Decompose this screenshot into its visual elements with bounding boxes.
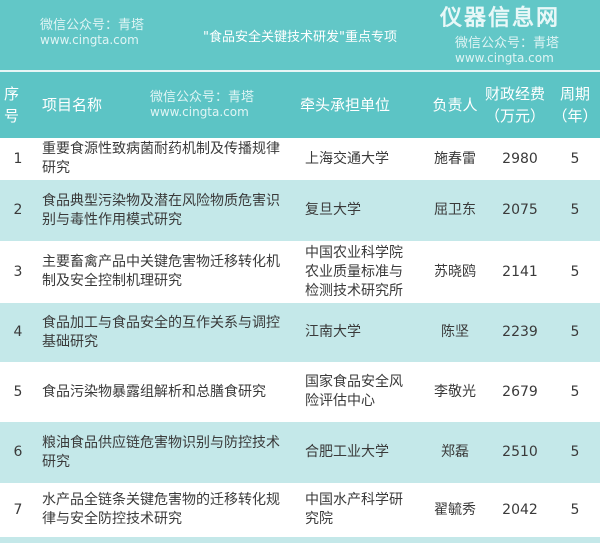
- funds: 2510: [502, 444, 538, 460]
- site-logo: 仪器信息网: [440, 6, 561, 31]
- row-no: 3: [13, 263, 23, 280]
- period: 5: [570, 383, 580, 400]
- leader-name: 屈卫东: [434, 202, 476, 218]
- funds: 2141: [502, 263, 538, 280]
- row-no: 2: [13, 202, 23, 218]
- funds: 2042: [502, 501, 538, 518]
- header-leader: 负责人: [432, 96, 478, 114]
- period: 5: [570, 263, 580, 280]
- row-no: 5: [13, 383, 23, 400]
- header-funds: 财政经费（万元）: [484, 85, 545, 125]
- project-name: 水产品全链条关键危害物的迁移转化规律与安全防控技术研究: [42, 492, 280, 527]
- project-name: 食品典型污染物及潜在风险物质危害识别与毒性作用模式研究: [42, 192, 280, 228]
- table-row: 5 食品污染物暴露组解析和总膳食研究 国家食品安全风险评估中心 李敬光 2679 5: [0, 362, 600, 422]
- project-name: 食品污染物暴露组解析和总膳食研究: [42, 383, 266, 400]
- table-bottom-bar: [0, 537, 600, 543]
- lead-unit: 中国水产科学研究院: [305, 492, 403, 527]
- funds: 2239: [502, 324, 538, 340]
- row-no: 4: [13, 324, 23, 340]
- row-no: 6: [13, 444, 23, 460]
- header-name: 项目名称: [42, 96, 103, 114]
- row-no: 1: [13, 150, 23, 167]
- header-row: 序号 项目名称 牵头承担单位 负责人 财政经费（万元） 周期（年）: [0, 72, 600, 138]
- project-name: 重要食源性致病菌耐药机制及传播规律研究: [42, 141, 280, 176]
- period: 5: [570, 202, 580, 218]
- table-row: 6 粮油食品供应链危害物识别与防控技术研究 合肥工业大学 郑磊 2510 5: [0, 422, 600, 483]
- period: 5: [570, 150, 580, 167]
- header-no: 序号: [4, 85, 20, 125]
- lead-unit: 上海交通大学: [305, 150, 389, 167]
- period: 5: [570, 501, 580, 518]
- table-row: 7 水产品全链条关键危害物的迁移转化规律与安全防控技术研究 中国水产科学研究院 翟毓秀…: [0, 483, 600, 537]
- period: 5: [570, 444, 580, 460]
- leader-name: 翟毓秀: [434, 501, 476, 518]
- lead-unit: 合肥工业大学: [305, 444, 389, 460]
- header-unit: 牵头承担单位: [300, 96, 391, 114]
- leader-name: 李敬光: [434, 383, 476, 400]
- leader-name: 施春雷: [434, 150, 476, 167]
- header-period: 周期（年）: [552, 85, 598, 125]
- lead-unit: 国家食品安全风险评估中心: [305, 374, 403, 409]
- lead-unit: 复旦大学: [305, 202, 361, 218]
- row-no: 7: [13, 501, 23, 518]
- funds: 2679: [502, 383, 538, 400]
- project-name: 粮油食品供应链危害物识别与防控技术研究: [42, 434, 280, 470]
- funds: 2980: [502, 150, 538, 167]
- funds: 2075: [502, 202, 538, 218]
- lead-unit: 中国农业科学院农业质量标准与检测技术研究所: [305, 244, 403, 299]
- divider: [0, 70, 600, 72]
- leader-name: 苏晓鸥: [434, 263, 476, 280]
- leader-name: 郑磊: [441, 444, 469, 460]
- title-bar: [0, 0, 600, 70]
- project-name: 主要畜禽产品中关键危害物迁移转化机制及安全控制机理研究: [42, 254, 280, 289]
- table-row: 4 食品加工与食品安全的互作关系与调控基础研究 江南大学 陈坚 2239 5: [0, 303, 600, 362]
- period: 5: [570, 324, 580, 340]
- table-row: 2 食品典型污染物及潜在风险物质危害识别与毒性作用模式研究 复旦大学 屈卫东 2075 5: [0, 180, 600, 241]
- table-title: "食品安全关键技术研发"重点专项: [203, 29, 397, 45]
- leader-name: 陈坚: [441, 324, 469, 340]
- table-row: 3 主要畜禽产品中关键危害物迁移转化机制及安全控制机理研究 中国农业科学院农业质量标…: [0, 241, 600, 303]
- project-name: 食品加工与食品安全的互作关系与调控基础研究: [42, 314, 280, 350]
- lead-unit: 江南大学: [305, 324, 361, 340]
- table-row: 1 重要食源性致病菌耐药机制及传播规律研究 上海交通大学 施春雷 2980 5: [0, 138, 600, 180]
